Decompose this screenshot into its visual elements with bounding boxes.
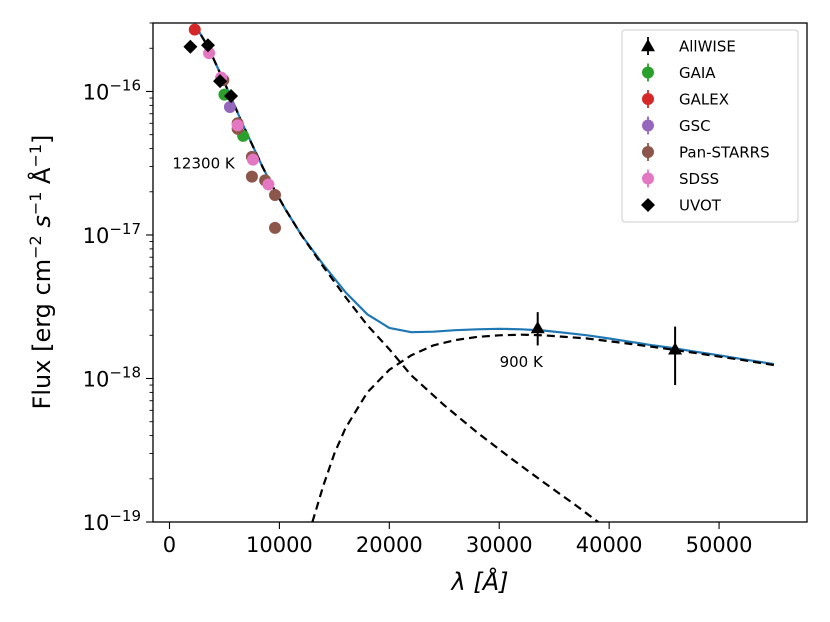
- data-point-uvot: [200, 38, 215, 53]
- legend-box: [621, 29, 799, 223]
- legend-label: Pan-STARRS: [679, 144, 770, 162]
- x-axis-label: λ [Å]: [450, 567, 509, 596]
- legend-label: UVOT: [679, 197, 722, 215]
- y-tick-label: 10−17: [83, 220, 141, 248]
- data-point-sdss: [262, 178, 275, 191]
- x-tick-label: 50000: [686, 533, 753, 557]
- legend-marker: [642, 172, 654, 185]
- data-point-gsc: [223, 100, 236, 113]
- legend-marker: [642, 119, 654, 132]
- legend-marker: [641, 198, 655, 212]
- legend-label: GAIA: [679, 64, 716, 82]
- x-tick-label: 10000: [246, 533, 313, 557]
- y-axis-label: Flux [erg cm−2 s−1 Å−1]: [26, 135, 57, 410]
- data-point-sdss: [231, 119, 244, 132]
- annotation-label: 900 K: [500, 353, 544, 371]
- y-tick-label: 10−19: [83, 507, 141, 535]
- legend-marker: [641, 39, 655, 52]
- data-point-uvot: [183, 39, 198, 54]
- x-tick-label: 0: [163, 533, 176, 557]
- x-tick-label: 30000: [466, 533, 533, 557]
- data-point-allwise: [530, 320, 545, 334]
- legend-marker: [642, 146, 654, 158]
- data-point-sdss: [247, 153, 260, 166]
- legend-marker: [642, 93, 654, 105]
- x-tick-label: 40000: [576, 533, 643, 557]
- legend-label: AllWISE: [679, 38, 736, 56]
- data-point-uvot: [213, 74, 228, 89]
- x-tick-label: 20000: [356, 533, 423, 557]
- data-point-allwise: [668, 342, 683, 355]
- legend-label: GSC: [679, 117, 711, 135]
- data-point-pan-starrs: [269, 188, 282, 201]
- model-curve-dashed: [190, 29, 599, 522]
- y-tick-label: 10−16: [83, 76, 141, 104]
- data-point-pan-starrs: [269, 221, 282, 234]
- annotation-label: 12300 K: [172, 155, 235, 173]
- y-tick-label: 10−18: [83, 363, 141, 391]
- legend-label: GALEX: [679, 91, 729, 109]
- legend-label: SDSS: [679, 170, 719, 188]
- legend: AllWISE GAIA GALEX GSC Pan-STARRS SDSS UVOT: [621, 29, 799, 223]
- plot-frame: [152, 22, 808, 523]
- model-curve-dashed: [311, 333, 775, 522]
- legend-marker: [642, 66, 654, 79]
- data-point-uvot: [224, 88, 239, 103]
- data-point-galex: [188, 23, 201, 36]
- data-point-pan-starrs: [245, 170, 258, 183]
